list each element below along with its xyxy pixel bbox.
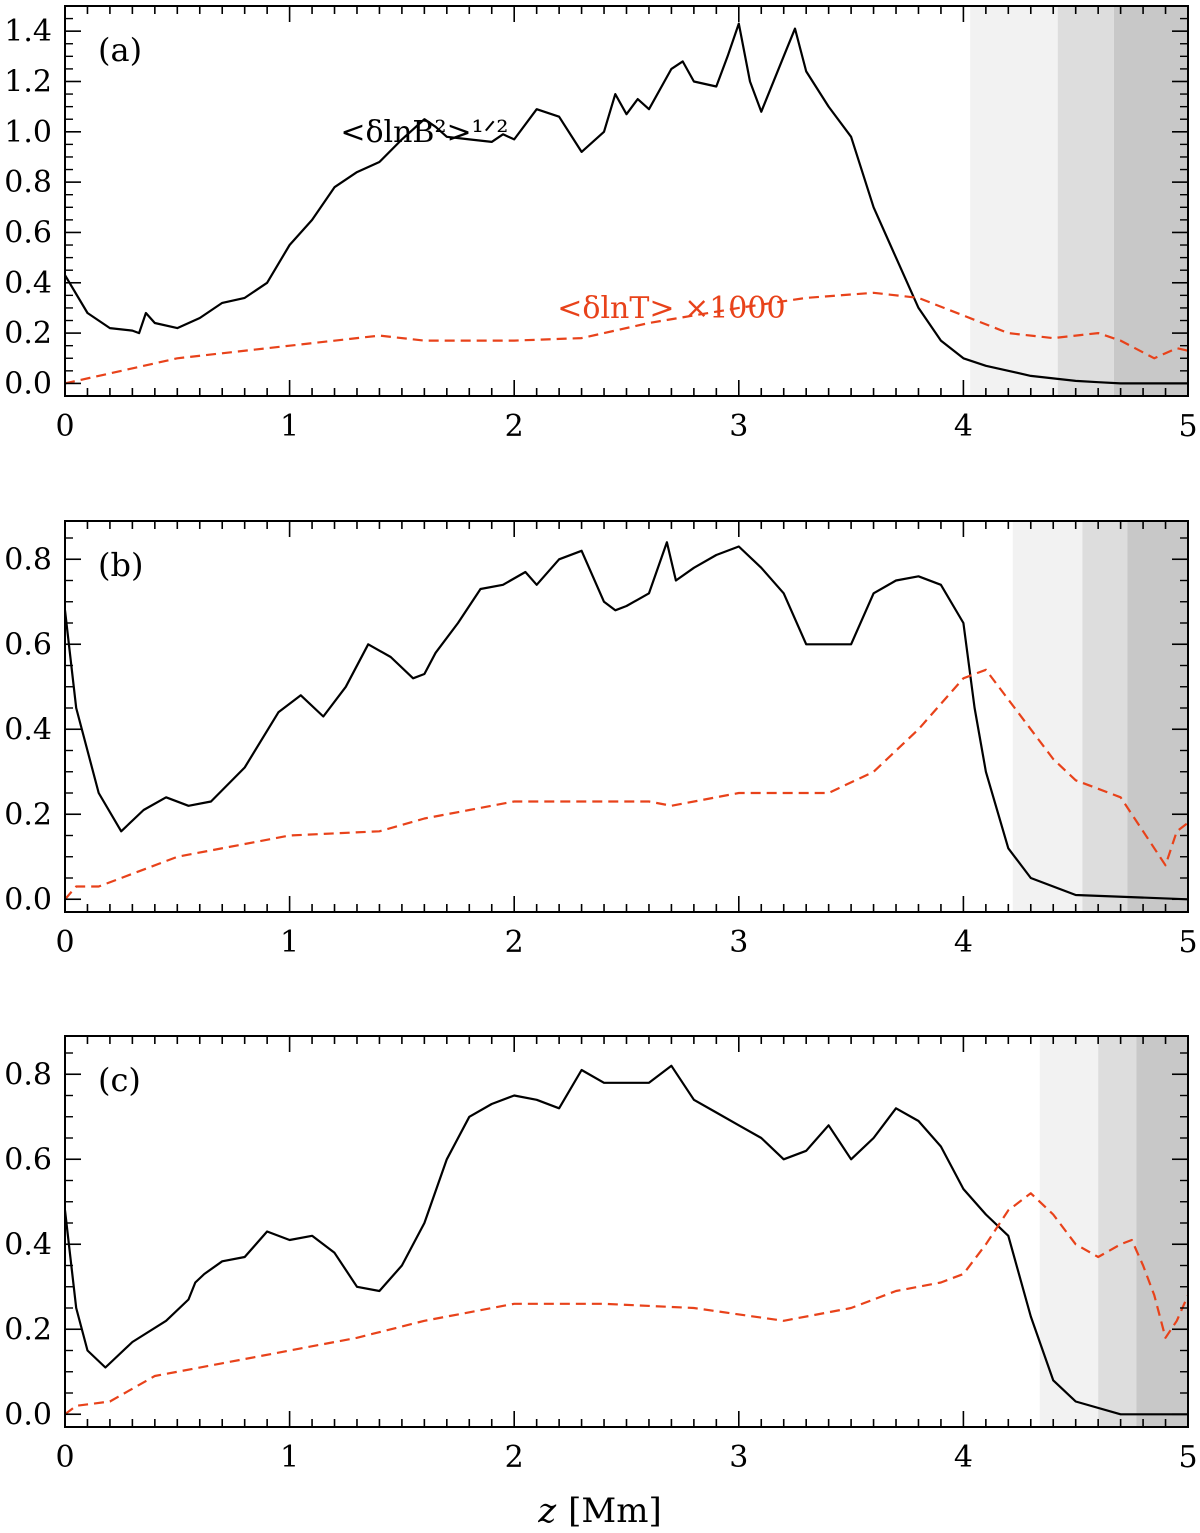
x-tick-label: 4 — [954, 1440, 973, 1475]
y-tick-label: 0.4 — [4, 266, 52, 301]
y-tick-label: 1.0 — [4, 115, 52, 150]
annotation-dlnT: <δlnT> ×1000 — [557, 291, 785, 326]
x-tick-label: 0 — [55, 409, 74, 444]
shaded-region-1 — [1082, 521, 1128, 912]
annotation-dlnB2: <δlnB²>¹ᐟ² — [340, 115, 508, 150]
x-tick-label: 0 — [55, 925, 74, 960]
x-axis-var: z — [537, 1491, 557, 1531]
series-dlnB2-line — [65, 541, 1188, 901]
x-tick-label: 3 — [729, 409, 748, 444]
shaded-region-1 — [1057, 6, 1114, 396]
y-tick-label: 0.4 — [4, 712, 52, 747]
y-tick-label: 0.0 — [4, 366, 52, 401]
series-dlnT-line — [65, 1192, 1188, 1416]
panel-c: 0 1 2 3 4 5 0.0 0.2 0.4 0.6 0.8 (c) — [4, 1035, 1198, 1475]
y-tick-label: 0.0 — [4, 1397, 52, 1432]
plot-frame — [64, 1035, 1189, 1428]
shaded-region-2 — [1127, 521, 1188, 912]
panel-label: (a) — [98, 31, 142, 69]
x-tick-label: 2 — [505, 925, 524, 960]
shaded-region-2 — [1136, 1036, 1188, 1427]
x-tick-label: 2 — [505, 1440, 524, 1475]
shaded-region-0 — [1012, 521, 1083, 912]
panel-b: 0 1 2 3 4 5 0.0 0.2 0.4 0.6 0.8 (b) — [4, 520, 1198, 960]
shaded-region-0 — [970, 6, 1058, 396]
y-tick-label: 0.2 — [4, 797, 52, 832]
x-tick-label: 4 — [954, 409, 973, 444]
x-tick-label: 3 — [729, 1440, 748, 1475]
panel-a: 0 1 2 3 4 5 0.0 0.2 0.4 0.6 0.8 1.0 1.2 1.4 (a) <δlnB²>… — [4, 5, 1198, 444]
y-tick-label: 0.0 — [4, 882, 52, 917]
y-tick-label: 1.2 — [4, 64, 52, 99]
x-tick-label: 4 — [954, 925, 973, 960]
x-tick-label: 5 — [1178, 925, 1197, 960]
y-tick-label: 0.6 — [4, 627, 52, 662]
x-tick-label: 3 — [729, 925, 748, 960]
panel-label: (c) — [98, 1061, 141, 1099]
y-tick-label: 0.8 — [4, 165, 52, 200]
x-tick-label: 0 — [55, 1440, 74, 1475]
y-tick-label: 0.2 — [4, 316, 52, 351]
y-tick-label: 0.2 — [4, 1312, 52, 1347]
y-tick-label: 0.8 — [4, 1057, 52, 1092]
panel-label: (b) — [98, 546, 143, 584]
x-tick-label: 2 — [505, 409, 524, 444]
x-axis-label: z [Mm] — [537, 1491, 662, 1531]
shaded-region-2 — [1113, 6, 1188, 396]
y-tick-label: 0.6 — [4, 215, 52, 250]
shaded-region-1 — [1098, 1036, 1137, 1427]
series-dlnT-line — [65, 668, 1188, 901]
series-dlnB2-line — [65, 1064, 1188, 1416]
y-tick-label: 1.4 — [4, 14, 52, 49]
x-tick-label: 1 — [280, 409, 299, 444]
y-tick-label: 0.8 — [4, 542, 52, 577]
y-tick-label: 0.6 — [4, 1142, 52, 1177]
shaded-region-0 — [1039, 1036, 1099, 1427]
x-tick-label: 1 — [280, 1440, 299, 1475]
x-tick-label: 1 — [280, 925, 299, 960]
x-tick-label: 5 — [1178, 1440, 1197, 1475]
series-dlnB2-line — [65, 22, 1188, 385]
x-tick-label: 5 — [1178, 409, 1197, 444]
series-dlnT-line — [65, 291, 1188, 385]
x-axis-unit: [Mm] — [568, 1491, 662, 1531]
y-tick-label: 0.4 — [4, 1227, 52, 1262]
